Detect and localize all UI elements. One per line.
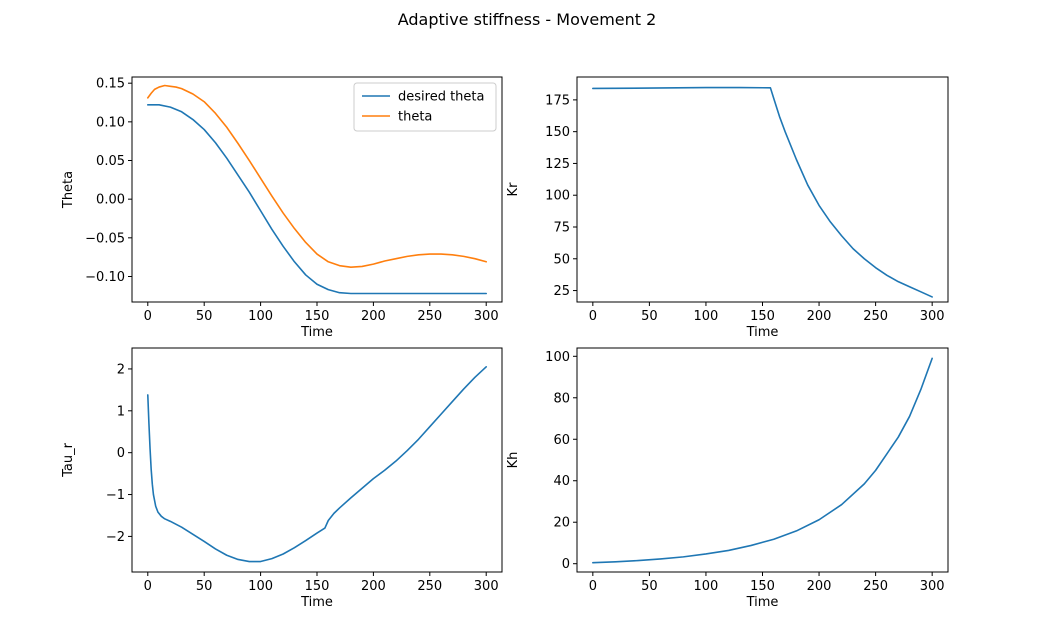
subplot-tau_r: 0 50 100 150 200 250 300 −2 −1 0 1 2 Time Tau_r <box>61 347 503 610</box>
legend-label-theta-1: theta <box>398 110 432 125</box>
y-tick-label-kh-1: 20 <box>553 516 570 531</box>
y-tick-label-tau_r-4: 2 <box>117 362 125 377</box>
y-axis-label-tau_r: Tau_r <box>61 442 76 477</box>
y-tick-label-kh-0: 0 <box>562 557 570 572</box>
x-tick-label-theta-1: 50 <box>196 309 213 324</box>
x-tick-label-tau_r-2: 100 <box>248 579 273 594</box>
x-tick-label-tau_r-3: 150 <box>305 579 330 594</box>
y-tick-label-kr-3: 100 <box>545 189 570 204</box>
x-tick-label-tau_r-5: 250 <box>417 579 442 594</box>
x-tick-label-kh-2: 100 <box>694 579 719 594</box>
y-tick-label-theta-5: 0.15 <box>96 77 125 92</box>
figure-title: Adaptive stiffness - Movement 2 <box>398 10 657 29</box>
y-tick-label-tau_r-2: 0 <box>117 446 125 461</box>
y-axis-label-kh: Kh <box>506 452 521 469</box>
x-tick-label-kh-5: 250 <box>863 579 888 594</box>
y-tick-label-tau_r-1: −1 <box>106 488 125 503</box>
x-tick-label-theta-2: 100 <box>248 309 273 324</box>
legend-theta: desired theta theta <box>353 82 497 132</box>
legend-box-theta <box>353 82 497 132</box>
y-tick-label-theta-4: 0.10 <box>96 115 125 130</box>
x-tick-label-tau_r-0: 0 <box>144 579 152 594</box>
x-tick-label-tau_r-6: 300 <box>474 579 499 594</box>
x-tick-label-kr-3: 150 <box>750 309 775 324</box>
subplot-kr: 0 50 100 150 200 250 300 25 50 75 100 125 150 175 Time… <box>506 76 949 340</box>
y-tick-label-kr-6: 175 <box>545 93 570 108</box>
y-tick-label-theta-0: −0.10 <box>85 270 125 285</box>
x-tick-label-tau_r-1: 50 <box>196 579 213 594</box>
x-tick-label-kr-4: 200 <box>807 309 832 324</box>
x-tick-label-theta-4: 200 <box>361 309 386 324</box>
y-tick-label-theta-3: 0.05 <box>96 154 125 169</box>
y-axis-label-kr: Kr <box>506 182 521 197</box>
y-tick-label-kr-1: 50 <box>553 252 570 267</box>
y-tick-label-theta-2: 0.00 <box>96 193 125 208</box>
y-tick-label-kh-3: 60 <box>553 433 570 448</box>
x-tick-label-theta-3: 150 <box>305 309 330 324</box>
x-tick-label-kh-0: 0 <box>589 579 597 594</box>
series-line-tau_r-0 <box>146 366 488 563</box>
y-tick-label-tau_r-0: −2 <box>106 530 125 545</box>
x-tick-label-kr-0: 0 <box>589 309 597 324</box>
subplots: 0 50 100 150 200 250 300−0.10−0.050.000.050.10… <box>61 76 949 610</box>
y-tick-label-kr-0: 25 <box>553 284 570 299</box>
x-tick-label-kh-4: 200 <box>807 579 832 594</box>
y-tick-label-kr-4: 125 <box>545 157 570 172</box>
series-line-kr-0 <box>592 86 933 298</box>
subplot-kh: 0 50 100 150 200 250 300 0 20 40 60 80 100 Time Kh <box>506 347 949 610</box>
x-tick-label-kr-1: 50 <box>641 309 658 324</box>
y-axis-label-theta: Theta <box>61 171 76 209</box>
x-tick-label-kh-1: 50 <box>641 579 658 594</box>
series-line-theta-0 <box>146 104 488 295</box>
x-tick-label-kr-6: 300 <box>920 309 945 324</box>
y-tick-label-kh-4: 80 <box>553 391 570 406</box>
subplot-theta: 0 50 100 150 200 250 300 −0.10 −0.05 0.00 0.05 0.10… <box>61 76 503 340</box>
x-axis-label-kr: Time <box>746 325 779 340</box>
x-axis-label-kh: Time <box>746 595 779 610</box>
y-tick-label-kh-5: 100 <box>545 350 570 365</box>
x-tick-label-kr-2: 100 <box>694 309 719 324</box>
x-tick-label-kh-3: 150 <box>750 579 775 594</box>
x-tick-label-tau_r-4: 200 <box>361 579 386 594</box>
series-line-kh-0 <box>592 357 933 564</box>
x-axis-label-theta: Time <box>300 325 333 340</box>
legend-label-theta-0: desired theta <box>398 90 484 105</box>
y-tick-label-tau_r-3: 1 <box>117 404 125 419</box>
x-tick-label-kh-6: 300 <box>920 579 945 594</box>
y-tick-label-kr-2: 75 <box>553 221 570 236</box>
y-tick-label-kh-2: 40 <box>553 474 570 489</box>
y-tick-label-kr-5: 150 <box>545 125 570 140</box>
series-line-theta-1 <box>146 84 488 269</box>
x-axis-label-tau_r: Time <box>300 595 333 610</box>
x-tick-label-theta-5: 250 <box>417 309 442 324</box>
x-tick-label-theta-0: 0 <box>144 309 152 324</box>
y-tick-label-theta-1: −0.05 <box>85 231 125 246</box>
x-tick-label-theta-6: 300 <box>474 309 499 324</box>
x-tick-label-kr-5: 250 <box>863 309 888 324</box>
